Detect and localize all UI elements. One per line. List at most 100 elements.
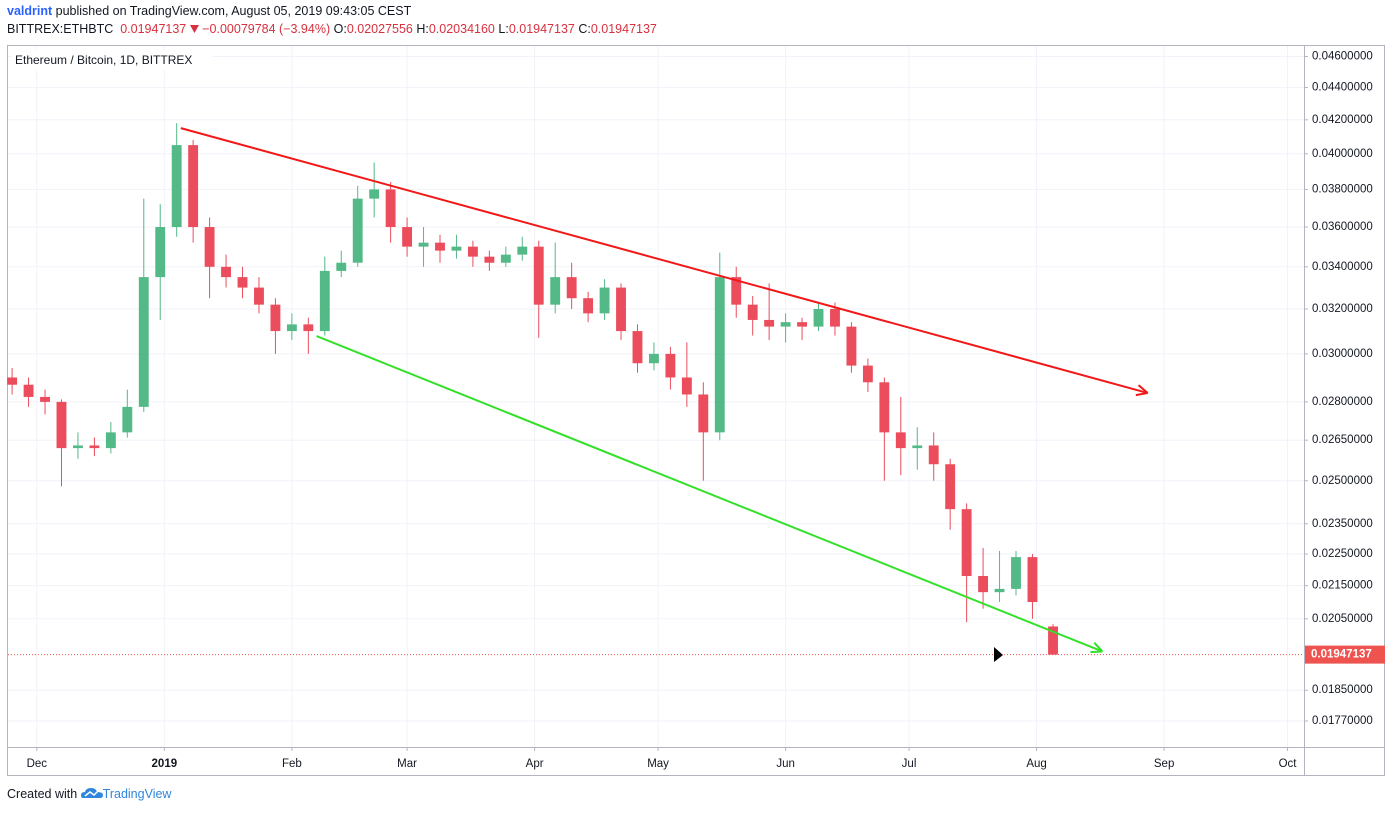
candle-body (797, 322, 807, 327)
candle-body (467, 246, 478, 257)
trend-line (180, 127, 1148, 394)
x-tick-label: Dec (27, 758, 48, 770)
candle-body (813, 308, 824, 327)
candle-body (73, 445, 83, 449)
y-tick-label: 0.03400000 (1312, 261, 1373, 273)
candle-body (500, 254, 511, 263)
candle-body (1027, 557, 1038, 603)
candle-body (7, 377, 18, 385)
o-label: O: (333, 22, 347, 36)
candle-body (254, 287, 264, 305)
candle-body (105, 432, 116, 449)
candle-body (319, 270, 330, 332)
legend-bg (12, 50, 212, 70)
c-label: C: (578, 22, 591, 36)
x-tick-label: May (647, 758, 669, 770)
candle-body (978, 576, 989, 593)
candle-body (369, 189, 380, 199)
change: −0.00079784 (−3.94%) (202, 22, 331, 36)
y-tick-label: 0.03000000 (1312, 348, 1373, 360)
candle-body (681, 377, 692, 395)
down-icon (189, 25, 199, 33)
candle-body (286, 324, 297, 332)
candle-body (714, 277, 725, 433)
candle-body (56, 401, 67, 449)
candle-body (138, 277, 149, 407)
h-label: H: (416, 22, 429, 36)
author[interactable]: valdrint (7, 4, 53, 18)
candle-body (912, 445, 923, 449)
logo (80, 788, 103, 798)
candle-body (40, 396, 50, 402)
candle-body (1011, 557, 1021, 589)
candle-body (517, 246, 528, 255)
last: 0.01947137 (120, 22, 187, 36)
x-tick-label: Apr (526, 758, 544, 770)
candle-body (846, 326, 857, 366)
candle-body (435, 242, 445, 251)
y-tick-label: 0.01770000 (1312, 715, 1373, 727)
quote-line: BITTREX:ETHBTC 0.01947137 −0.00079784 (−… (7, 22, 657, 36)
chart: Dec 2019 Feb Mar Apr May Jun Jul Aug Sep Oct 0.0460… (7, 45, 1385, 776)
y-tick-label: 0.01850000 (1312, 684, 1373, 696)
arrow-head (1137, 384, 1149, 394)
candle-body (418, 242, 429, 247)
price-label-bg (1305, 645, 1385, 664)
candle-body (895, 432, 906, 449)
y-tick-label: 0.02050000 (1312, 613, 1373, 625)
candle-body (961, 509, 972, 577)
arrow-head (1093, 641, 1104, 653)
y-tick-label: 0.03800000 (1312, 183, 1373, 195)
candle-body (122, 406, 133, 433)
candle-body (879, 382, 890, 433)
candle-body (352, 198, 363, 263)
candle-body (550, 277, 561, 305)
x-tick-label: Mar (397, 758, 417, 770)
candle-body (665, 353, 676, 378)
cursor (994, 647, 1003, 662)
candle-body (221, 266, 231, 278)
y-tick-label: 0.02800000 (1312, 396, 1373, 408)
l-value: 0.01947137 (508, 22, 575, 36)
y-tick-label: 0.02500000 (1312, 475, 1373, 487)
candle-body (649, 353, 659, 364)
created: Created with (7, 787, 78, 801)
candle-body (928, 445, 939, 465)
frame (7, 45, 1385, 776)
publish-line: valdrint published on TradingView.com, A… (7, 4, 411, 18)
candle-body (204, 227, 215, 267)
candle-body (385, 189, 396, 228)
candle-body (616, 287, 626, 332)
candle-body (402, 227, 413, 247)
candle-body (336, 262, 347, 271)
h-value: 0.02034160 (428, 22, 495, 36)
x-tick-label: Aug (1026, 758, 1046, 770)
c-value: 0.01947137 (590, 22, 657, 36)
candle-body (171, 145, 182, 228)
y-tick-label: 0.04200000 (1312, 114, 1373, 126)
x-tick-label: Oct (1279, 758, 1298, 770)
footer: Created with TradingView (7, 787, 171, 801)
candle-body (484, 256, 495, 263)
symbol: BITTREX:ETHBTC (7, 22, 114, 36)
candle-body (583, 298, 594, 314)
brand[interactable]: TradingView (102, 787, 172, 801)
x-tick-label: Feb (282, 758, 302, 770)
y-tick-label: 0.02350000 (1312, 518, 1373, 530)
candle-body (830, 308, 840, 327)
trend-line (316, 335, 1103, 653)
candle-body (1048, 626, 1058, 655)
candle-body (533, 246, 544, 305)
x-tick-label: 2019 (152, 758, 178, 770)
x-tick-label: Jul (902, 758, 917, 770)
y-tick-label: 0.02250000 (1312, 548, 1373, 560)
candle-body (698, 394, 709, 433)
candle-body (451, 246, 462, 251)
candle-body (747, 304, 758, 320)
x-tick-label: Jun (776, 758, 795, 770)
x-tick-label: Sep (1154, 758, 1174, 770)
candle-body (303, 324, 314, 332)
candle-body (89, 445, 100, 449)
candle-body (994, 588, 1005, 593)
